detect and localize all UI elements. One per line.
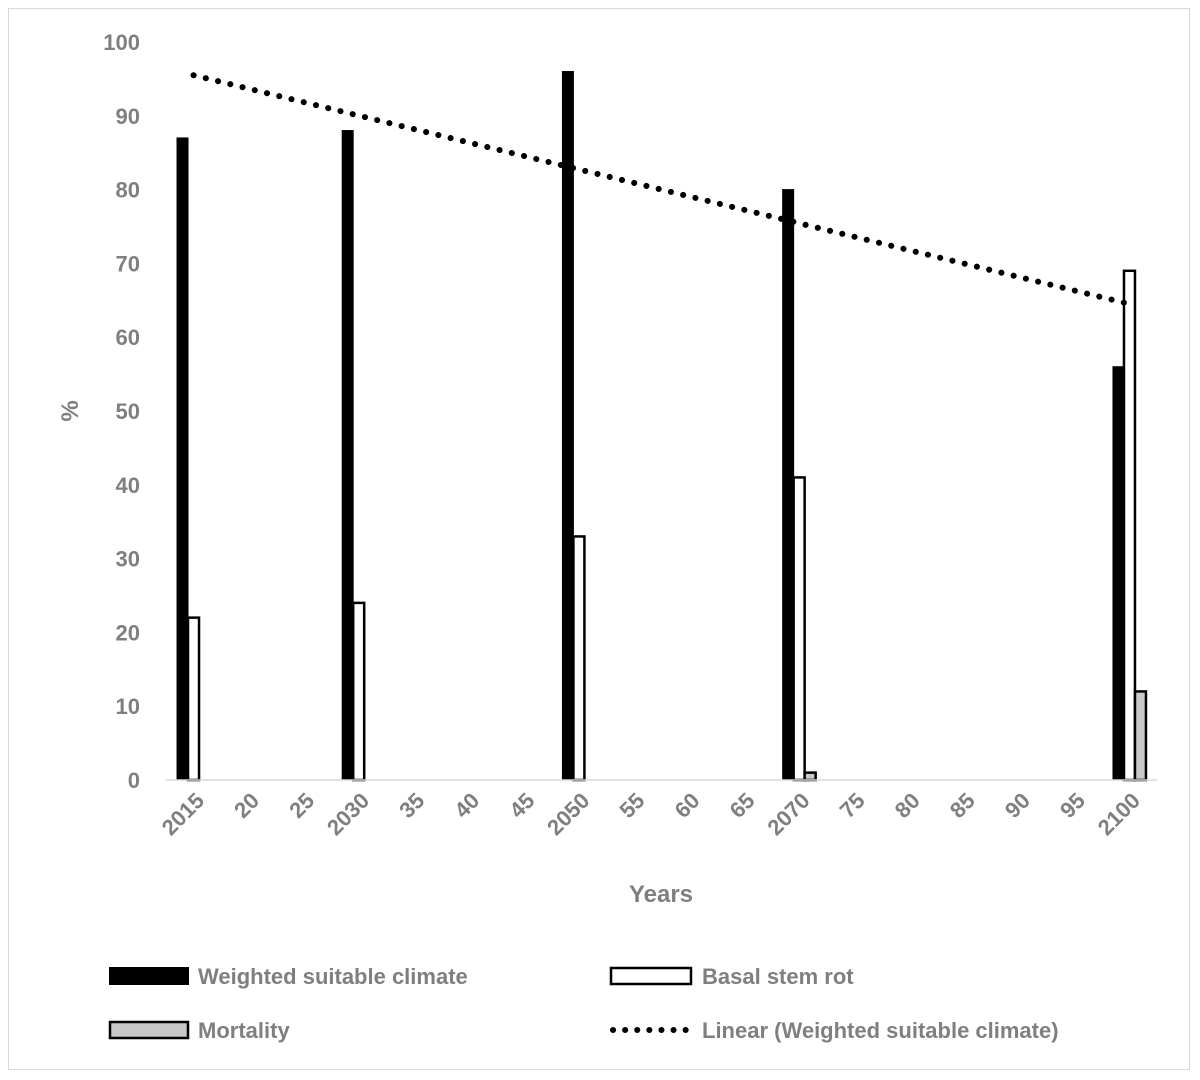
trendline xyxy=(190,72,1133,307)
x-tick-label: 2100 xyxy=(1093,788,1145,840)
bar-basal-stem-rot-2070 xyxy=(792,476,806,782)
x-tick-label: 45 xyxy=(504,788,539,823)
bar-weighted-suitable-climate-2100 xyxy=(1112,366,1125,781)
y-tick-label: 0 xyxy=(128,768,140,793)
legend-label-weighted-suitable-climate: Weighted suitable climate xyxy=(198,964,468,989)
bars xyxy=(176,71,1148,782)
bar-weighted-suitable-climate-2030 xyxy=(341,130,354,781)
y-tick-label: 30 xyxy=(116,547,140,572)
legend-swatch-basal-stem-rot xyxy=(609,966,693,986)
legend-label-mortality: Mortality xyxy=(198,1018,290,1043)
x-tick-label: 65 xyxy=(725,788,760,823)
bar-basal-stem-rot-2100 xyxy=(1122,269,1137,782)
x-tick-label: 35 xyxy=(394,788,429,823)
x-tick-label: 2030 xyxy=(322,788,374,840)
bar-mortality-2070 xyxy=(803,771,817,782)
x-axis-title: Years xyxy=(629,881,693,908)
trendline-linear-weighted-suitable-climate xyxy=(190,72,1133,307)
y-tick-label: 100 xyxy=(103,30,140,55)
bar-basal-stem-rot-2015 xyxy=(186,616,201,782)
y-tick-label: 40 xyxy=(116,473,140,498)
x-tick-label: 2050 xyxy=(542,788,594,840)
x-tick-label: 95 xyxy=(1055,788,1090,823)
chart-frame xyxy=(8,8,1190,1070)
bar-weighted-suitable-climate-2070 xyxy=(782,189,795,781)
y-axis-title: % xyxy=(57,400,84,421)
x-tick-label: 55 xyxy=(615,788,650,823)
bar-basal-stem-rot-2050 xyxy=(572,535,586,782)
y-tick-labels: 0 10 20 30 40 50 60 70 80 90 100 xyxy=(103,30,140,793)
legend-swatch-mortality xyxy=(108,1020,190,1040)
x-tick-label: 60 xyxy=(670,788,705,823)
y-tick-label: 70 xyxy=(116,251,140,276)
y-tick-label: 80 xyxy=(116,178,140,203)
bar-weighted-suitable-climate-2050 xyxy=(561,71,574,781)
x-tick-label: 20 xyxy=(229,788,264,823)
x-tick-label: 80 xyxy=(890,788,925,823)
y-tick-label: 50 xyxy=(116,399,140,424)
x-tick-label: 2070 xyxy=(762,788,814,840)
bar-mortality-2100 xyxy=(1133,690,1148,782)
legend-label-linear-trend: Linear (Weighted suitable climate) xyxy=(702,1018,1059,1043)
legend-label-basal-stem-rot: Basal stem rot xyxy=(702,964,854,989)
x-tick-label: 90 xyxy=(1000,788,1035,823)
legend-swatch-weighted-suitable-climate xyxy=(109,967,189,985)
legend: Weighted suitable climate Basal stem rot… xyxy=(108,964,1059,1043)
x-tick-label: 2015 xyxy=(157,788,209,840)
bar-basal-stem-rot-2030 xyxy=(351,601,366,782)
bar-weighted-suitable-climate-2015 xyxy=(176,137,189,781)
x-tick-label: 25 xyxy=(284,788,319,823)
y-tick-label: 20 xyxy=(116,620,140,645)
y-tick-label: 90 xyxy=(116,104,140,129)
x-tick-label: 75 xyxy=(835,788,870,823)
x-tick-label: 40 xyxy=(449,788,484,823)
x-tick-labels: 2015 20 25 2030 35 40 45 2050 55 60 65 2070 75 80 85 90… xyxy=(157,788,1145,840)
y-tick-label: 60 xyxy=(116,325,140,350)
y-tick-label: 10 xyxy=(116,694,140,719)
x-tick-label: 85 xyxy=(945,788,980,823)
